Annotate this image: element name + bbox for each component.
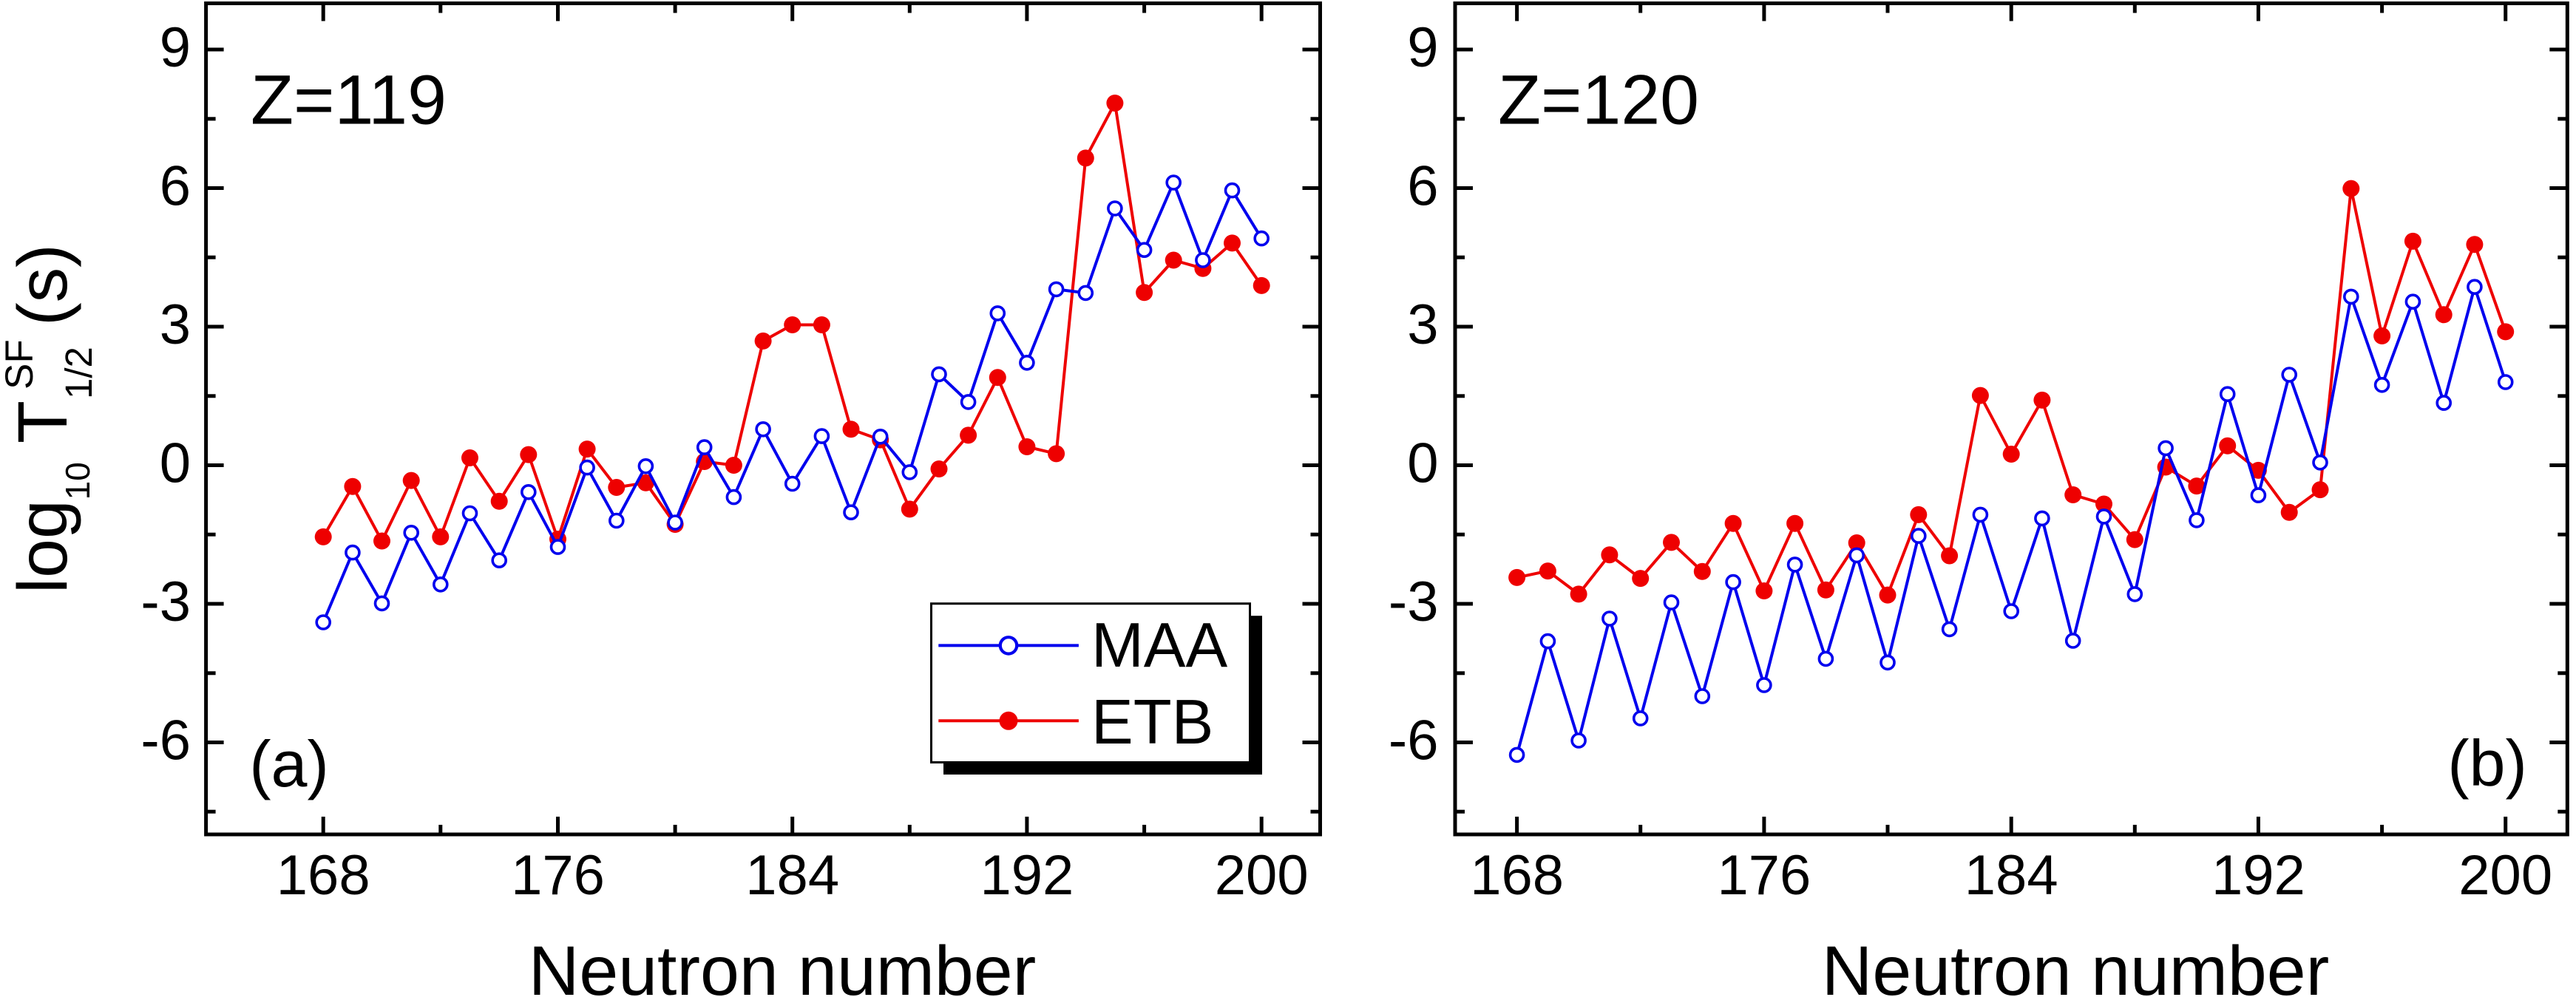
svg-text:184: 184 — [745, 844, 839, 907]
svg-text:Neutron number: Neutron number — [1822, 932, 2329, 997]
svg-text:3: 3 — [160, 293, 191, 356]
svg-text:168: 168 — [277, 844, 370, 907]
svg-text:Neutron number: Neutron number — [529, 932, 1036, 997]
svg-text:SF: SF — [0, 339, 41, 389]
svg-text:176: 176 — [1717, 844, 1811, 907]
svg-text:T: T — [4, 401, 82, 443]
svg-text:(s): (s) — [4, 244, 82, 326]
svg-text:9: 9 — [1407, 16, 1438, 79]
svg-text:168: 168 — [1470, 844, 1564, 907]
svg-text:192: 192 — [980, 844, 1074, 907]
svg-text:Z=120: Z=120 — [1498, 61, 1699, 140]
svg-text:-6: -6 — [140, 710, 191, 772]
svg-text:(b): (b) — [2447, 727, 2527, 800]
svg-text:9: 9 — [160, 16, 191, 79]
svg-text:Z=119: Z=119 — [251, 61, 447, 140]
svg-text:0: 0 — [1407, 432, 1438, 495]
svg-text:10: 10 — [58, 462, 97, 500]
svg-text:1/2: 1/2 — [58, 347, 100, 399]
svg-text:176: 176 — [511, 844, 605, 907]
svg-text:184: 184 — [1965, 844, 2058, 907]
svg-text:200: 200 — [2458, 844, 2552, 907]
svg-text:(a): (a) — [249, 727, 329, 800]
svg-text:ETB: ETB — [1091, 687, 1213, 758]
svg-text:3: 3 — [1407, 293, 1438, 356]
svg-text:-6: -6 — [1389, 710, 1439, 772]
svg-text:6: 6 — [1407, 155, 1438, 218]
svg-text:6: 6 — [160, 155, 191, 218]
svg-text:200: 200 — [1215, 844, 1309, 907]
svg-text:192: 192 — [2211, 844, 2305, 907]
svg-text:MAA: MAA — [1091, 610, 1228, 681]
svg-text:-3: -3 — [1389, 571, 1439, 633]
svg-text:0: 0 — [160, 432, 191, 495]
svg-text:log: log — [4, 500, 82, 593]
svg-text:-3: -3 — [140, 571, 191, 633]
